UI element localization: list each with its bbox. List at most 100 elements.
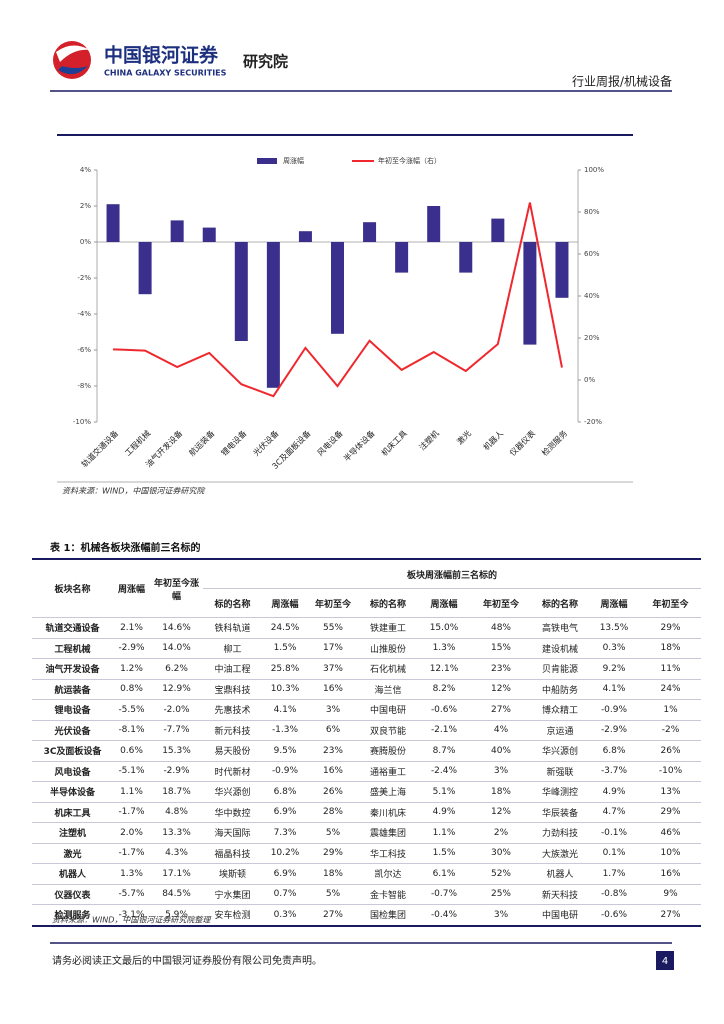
table-row: 机器人 1.3% 17.1% 埃斯顿 6.9% 18% 凯尔达 6.1% 52% 机器人 1.7% 1… [32,863,702,885]
bar [459,242,473,273]
bar [491,218,505,242]
table-cell: 18.7% [150,781,203,803]
table-cell: 宝鼎科技 [203,679,262,700]
bar [138,242,152,295]
table-cell: 金卡智能 [358,884,418,905]
disclaimer: 请务必阅读正文最后的中国银河证券股份有限公司免责声明。 [52,954,322,967]
table-cell: 16% [308,679,358,700]
table-cell: 27% [308,904,358,926]
table-cell: 15.3% [150,740,203,762]
table-cell: 4.3% [150,843,203,864]
table-cell: 29% [640,802,702,823]
table-cell: 6.1% [418,863,470,885]
table-cell: 5% [308,822,358,844]
table-cell: -5.1% [113,761,150,782]
table-cell: 4.9% [418,802,470,823]
table: 板块名称 周涨幅 年初至今涨幅 板块周涨幅前三名标的 标的名称 周涨幅 年初至今 标的名称 周涨… [32,558,702,927]
table-cell: 14.6% [150,617,203,639]
table-cell: 4.9% [588,781,640,803]
table-cell: 华兴源创 [203,781,262,803]
table-row: 机床工具 -1.7% 4.8% 华中数控 6.9% 28% 秦川机床 4.9% 12% 华辰装备 4… [32,802,702,823]
x-tick-label: 机器人 [481,428,505,452]
table-cell: 仪器仪表 [32,884,113,905]
table-cell: 13% [640,781,702,803]
table-cell: 0.3% [262,904,308,926]
table-cell: 建设机械 [532,638,588,659]
header-cell: 周涨幅 [113,559,150,618]
table-cell: 航运装备 [32,679,113,700]
table-cell: -2.9% [150,761,203,782]
y-tick-label: -2% [77,274,91,282]
table-cell: 0.8% [113,679,150,700]
y-tick-label: 4% [80,166,91,174]
table-cell: 国检集团 [358,904,418,926]
table-cell: 双良节能 [358,720,418,741]
table-cell: 17.1% [150,863,203,885]
table-row: 油气开发设备 1.2% 6.2% 中油工程 25.8% 37% 石化机械 12.1% 23% 贝肯… [32,658,702,680]
table-cell: 1.5% [418,843,470,864]
table-row: 3C及面板设备 0.6% 15.3% 易天股份 9.5% 23% 赛腾股份 8.7% 40% 华兴… [32,740,702,762]
table-row: 半导体设备 1.1% 18.7% 华兴源创 6.8% 26% 盛美上海 5.1% 18% 华峰测控… [32,781,702,803]
table-cell: 京运通 [532,720,588,741]
table-cell: 26% [308,781,358,803]
table-cell: 5.1% [418,781,470,803]
table-cell: 6.2% [150,658,203,680]
table-cell: -3.1% [113,904,150,926]
table-cell: 4% [470,720,532,741]
page-number: 4 [662,956,668,967]
table-cell: 1.7% [588,863,640,885]
x-tick-label: 半导体设备 [341,428,376,463]
table-cell: 高铁电气 [532,617,588,639]
header-cell: 周涨幅 [262,588,308,618]
table-cell: 锂电设备 [32,699,113,721]
table-cell: 4.7% [588,802,640,823]
y-tick-label: 2% [80,202,91,210]
table-cell: 11% [640,658,702,680]
bar [266,242,280,388]
table-cell: 28% [308,802,358,823]
table-cell: 激光 [32,843,113,864]
header-cell: 年初至今 [470,588,532,618]
table-cell: 先惠技术 [203,699,262,721]
table-cell: 10% [640,843,702,864]
table-row: 轨道交通设备 2.1% 14.6% 铁科轨道 24.5% 55% 铁建重工 15.0% 48% 高… [32,617,702,639]
table-cell: -2.0% [150,699,203,721]
table-cell: 半导体设备 [32,781,113,803]
bar [555,242,569,298]
table-cell: 1.5% [262,638,308,659]
table-cell: 新元科技 [203,720,262,741]
x-tick-label: 注塑机 [417,428,441,452]
table-cell: -7.7% [150,720,203,741]
table-cell: -0.8% [588,884,640,905]
table-cell: 18% [470,781,532,803]
table-cell: -1.7% [113,843,150,864]
y2-tick-label: 40% [584,292,600,300]
bar [363,222,377,242]
table-cell: -0.6% [418,699,470,721]
table-cell: 石化机械 [358,658,418,680]
table-cell: 12% [470,802,532,823]
table-cell: 27% [470,699,532,721]
header-cell: 板块周涨幅前三名标的 [203,559,702,589]
table-cell: -0.4% [418,904,470,926]
table-cell: 机器人 [532,863,588,885]
table-cell: -5.7% [113,884,150,905]
institute: 研究院 [243,53,288,71]
table-cell: -0.1% [588,822,640,844]
page-box [656,951,674,970]
bar [202,227,216,242]
table-cell: 福晶科技 [203,843,262,864]
table-cell: -8.1% [113,720,150,741]
x-tick-label: 检测服务 [539,428,569,458]
table-cell: 29% [308,843,358,864]
table-cell: 2% [470,822,532,844]
table-cell: 轨道交通设备 [32,617,113,639]
table-cell: -2.9% [588,720,640,741]
table-cell: 贝肯能源 [532,658,588,680]
table-cell: 山推股份 [358,638,418,659]
table-cell: 新强联 [532,761,588,782]
y2-tick-label: 20% [584,334,600,342]
table-cell: 9% [640,884,702,905]
table-cell: 6.9% [262,802,308,823]
